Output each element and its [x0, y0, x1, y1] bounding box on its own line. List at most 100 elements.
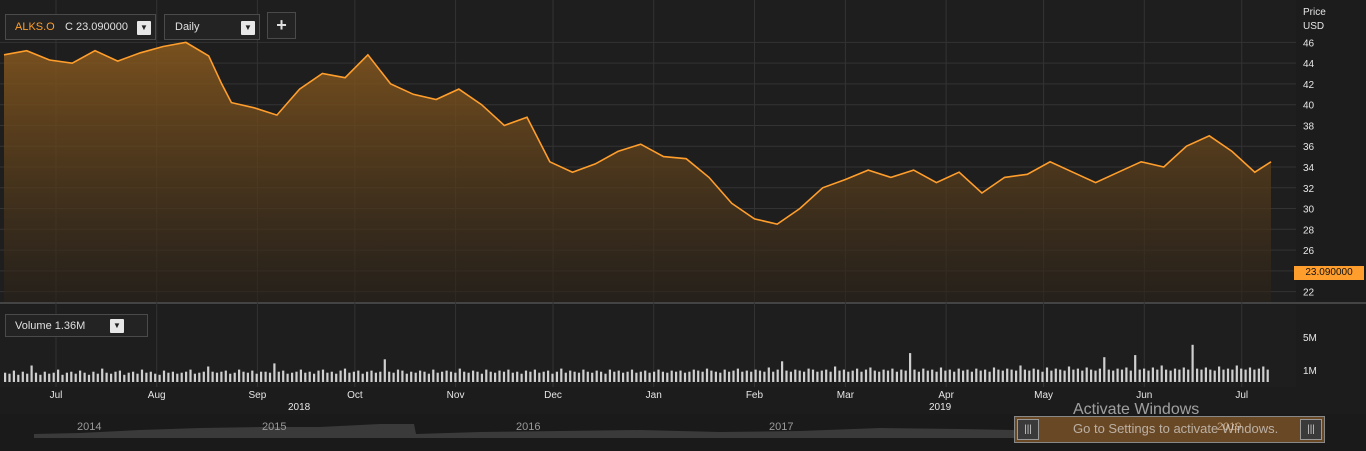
volume-bar — [246, 372, 249, 382]
volume-bar — [803, 371, 806, 382]
price-tick-label: 26 — [1303, 246, 1315, 257]
volume-bar — [229, 373, 232, 382]
volume-bar — [1023, 369, 1026, 382]
volume-bar — [939, 367, 943, 382]
volume-bar — [900, 369, 903, 382]
volume-bar — [34, 372, 38, 382]
volume-bar — [869, 367, 872, 382]
volume-bar — [1262, 366, 1265, 382]
volume-bar — [1006, 368, 1009, 382]
volume-bar — [913, 369, 916, 382]
volume-dropdown-icon[interactable]: ▼ — [110, 319, 124, 333]
time-navigator[interactable]: 2014 2015 2016 2017 2019 ||| ||| — [0, 414, 1366, 451]
volume-bar — [480, 373, 483, 382]
volume-bar — [586, 371, 589, 382]
volume-bar — [264, 371, 267, 382]
volume-bar — [105, 372, 108, 382]
add-indicator-button[interactable]: + — [267, 12, 296, 39]
volume-bar — [1138, 369, 1141, 382]
volume-bar — [335, 373, 338, 382]
volume-bar — [533, 369, 536, 382]
symbol-selector[interactable]: ALKS.O C 23.090000 ▼ — [5, 14, 156, 40]
month-label: Dec — [544, 390, 562, 401]
navigator-left-handle[interactable]: ||| — [1017, 419, 1039, 440]
volume-bar — [149, 371, 152, 382]
volume-bar — [842, 369, 845, 382]
volume-bar — [162, 370, 166, 382]
volume-bar — [1182, 367, 1185, 382]
volume-bar — [449, 371, 453, 382]
volume-bar — [1054, 368, 1057, 382]
volume-bar — [750, 371, 753, 382]
volume-bar — [811, 369, 815, 382]
volume-bar — [600, 371, 603, 382]
volume-bar — [83, 372, 86, 382]
volume-bar — [829, 371, 832, 382]
month-label: Jan — [646, 390, 662, 401]
volume-bar — [1160, 365, 1163, 382]
interval-dropdown-icon[interactable]: ▼ — [241, 21, 255, 35]
volume-bar — [463, 371, 466, 382]
volume-bar — [1240, 368, 1243, 382]
volume-bar — [158, 374, 161, 382]
volume-bar — [410, 371, 413, 382]
volume-bar — [661, 371, 664, 382]
price-tick-label: 42 — [1303, 80, 1315, 91]
volume-bar — [1204, 367, 1207, 382]
volume-bar — [1129, 370, 1132, 382]
price-tick-label: 44 — [1303, 59, 1315, 70]
volume-bar — [211, 371, 214, 382]
navigator-selection-window[interactable]: ||| ||| — [1014, 416, 1325, 443]
volume-bar — [851, 370, 854, 382]
price-area — [4, 42, 1271, 303]
volume-bar — [1059, 369, 1062, 382]
volume-bar — [878, 371, 881, 382]
volume-bar — [140, 369, 144, 382]
volume-bar — [286, 373, 289, 382]
volume-bar — [224, 370, 227, 382]
symbol-dropdown-icon[interactable]: ▼ — [137, 21, 151, 35]
volume-bar — [61, 374, 64, 382]
volume-bar — [132, 371, 135, 382]
volume-bar — [873, 370, 876, 382]
close-price-label: C 23.090000 — [65, 21, 128, 33]
volume-bar — [997, 369, 1000, 382]
volume-bar — [542, 371, 545, 382]
navigator-right-handle[interactable]: ||| — [1300, 419, 1322, 440]
volume-bar — [653, 371, 656, 382]
volume-bar — [1196, 368, 1199, 382]
volume-bar — [864, 369, 868, 382]
volume-bar — [114, 371, 117, 382]
volume-bar — [255, 373, 258, 382]
volume-bar — [1218, 366, 1221, 382]
volume-bar — [1076, 368, 1079, 382]
volume-bar — [732, 370, 735, 382]
volume-bar — [436, 372, 439, 382]
volume-bar — [970, 371, 973, 382]
volume-bar — [207, 366, 210, 382]
volume-bar — [17, 374, 20, 382]
nav-year-2014: 2014 — [77, 421, 102, 433]
volume-bar — [70, 371, 73, 382]
volume-bar — [1050, 370, 1053, 382]
volume-bar — [772, 371, 775, 382]
watermark-subtitle: Go to Settings to activate Windows. — [1073, 421, 1279, 436]
interval-selector[interactable]: Daily ▼ — [164, 14, 260, 40]
volume-bar — [1116, 368, 1119, 382]
volume-bar — [454, 372, 457, 382]
volume-bar — [1094, 370, 1097, 382]
volume-bar — [127, 372, 130, 382]
volume-label: Volume 1.36M — [15, 320, 86, 332]
volume-bar — [401, 370, 404, 382]
volume-bar — [917, 371, 920, 382]
volume-bar — [1173, 368, 1177, 382]
volume-bar — [516, 371, 519, 382]
volume-selector[interactable]: Volume 1.36M ▼ — [5, 314, 148, 337]
volume-bar — [12, 370, 15, 382]
volume-bar — [781, 361, 784, 382]
volume-bar — [494, 372, 497, 382]
volume-bar — [472, 370, 475, 382]
month-label: Jun — [1136, 390, 1152, 401]
volume-bar — [110, 373, 113, 382]
